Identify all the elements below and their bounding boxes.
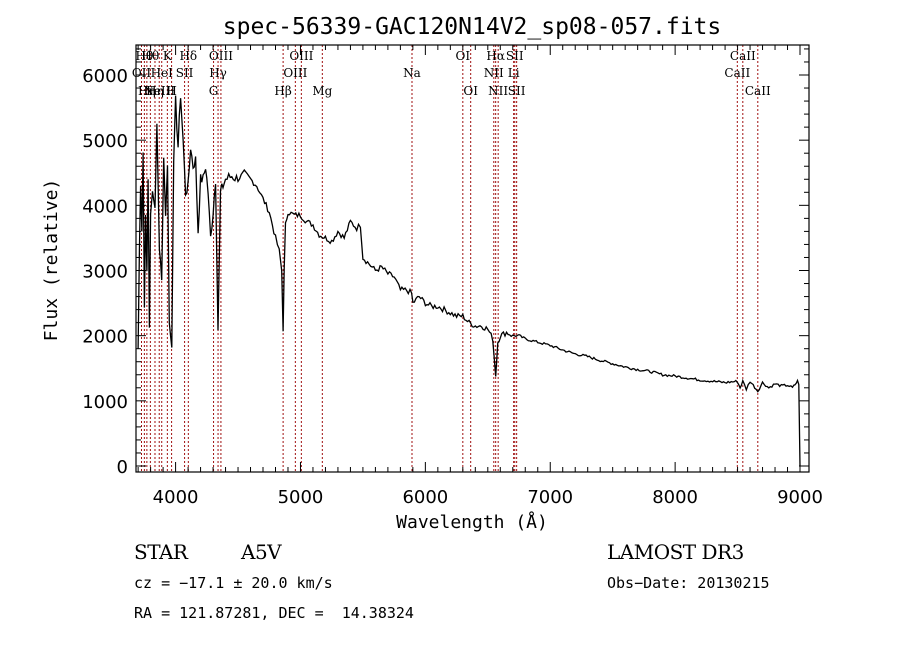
x-tick-label: 8000: [652, 487, 698, 508]
line-marker-label: Hγ: [209, 66, 227, 80]
coordinates: RA = 121.87281, DEC = 14.38324: [134, 604, 414, 622]
redshift-line: cz = −17.1 ± 20.0 km/s: [134, 574, 333, 592]
line-marker-label: OIII: [283, 66, 307, 80]
x-axis-label: Wavelength (Å): [396, 511, 548, 533]
line-marker-label: Hθ: [142, 49, 160, 63]
x-tick-label: 9000: [777, 487, 823, 508]
line-marker-label: Na: [403, 66, 421, 80]
spectrum-line: [137, 95, 801, 467]
y-tick-label: 3000: [82, 262, 128, 283]
x-axis-ticks: 4000 5000 6000 7000 8000 9000: [137, 45, 823, 508]
line-marker-label: Hθ: [136, 49, 154, 63]
line-marker-label: K: [163, 49, 173, 63]
line-marker-label: SII: [508, 84, 526, 98]
line-marker-label: Hη: [138, 84, 156, 98]
survey-name: LAMOST DR3: [607, 540, 744, 564]
line-marker-label: CaII: [730, 49, 756, 63]
plot-frame: [135, 44, 810, 473]
x-tick-label: 6000: [402, 487, 448, 508]
line-marker-label: OI: [456, 49, 471, 63]
y-tick-label: 1000: [82, 392, 128, 413]
y-tick-label: 4000: [82, 196, 128, 217]
y-tick-label: 0: [117, 457, 128, 478]
y-tick-label: 2000: [82, 327, 128, 348]
obs-date: Obs−Date: 20130215: [607, 574, 770, 592]
x-tick-label: 4000: [153, 487, 199, 508]
y-tick-label: 6000: [82, 66, 128, 87]
line-marker-label: Li: [508, 66, 520, 80]
line-marker-label: Mg: [312, 84, 332, 98]
x-tick-label: 5000: [278, 487, 324, 508]
object-subclass: A5V: [241, 540, 282, 564]
line-marker-label: Hα: [486, 49, 505, 63]
chart-title: spec-56339-GAC120N14V2_sp08-057.fits: [223, 14, 722, 40]
line-marker-label: Hη: [146, 84, 164, 98]
line-marker-label: Hδ: [179, 49, 197, 63]
line-marker-label: OII: [132, 66, 152, 80]
line-marker-label: SII: [176, 66, 194, 80]
line-marker-label: NII: [488, 84, 508, 98]
line-marker-label: CaII: [724, 66, 750, 80]
line-marker-label: SII: [506, 49, 524, 63]
line-marker-label: OIII: [209, 49, 233, 63]
line-marker-label: NII: [484, 66, 504, 80]
y-axis-label: Flux (relative): [41, 179, 62, 342]
line-marker-label: NeIII: [143, 84, 175, 98]
line-marker-label: HeI: [151, 66, 174, 80]
y-tick-label: 5000: [82, 131, 128, 152]
line-marker-labels: OIIHθHηHθHηNeIIIHeIKHSIIHδGHγOIIIHβOIIIO…: [132, 49, 771, 98]
line-markers: [140, 45, 759, 472]
line-marker-label: Hβ: [274, 84, 291, 98]
line-marker-label: H: [166, 84, 176, 98]
y-axis-ticks: 0 1000 2000 3000 4000 5000 6000: [82, 48, 809, 478]
line-marker-label: CaII: [745, 84, 771, 98]
line-marker-label: OIII: [289, 49, 313, 63]
x-tick-label: 7000: [527, 487, 573, 508]
line-marker-label: OI: [463, 84, 478, 98]
line-marker-label: G: [209, 84, 219, 98]
object-class: STAR: [134, 540, 188, 564]
